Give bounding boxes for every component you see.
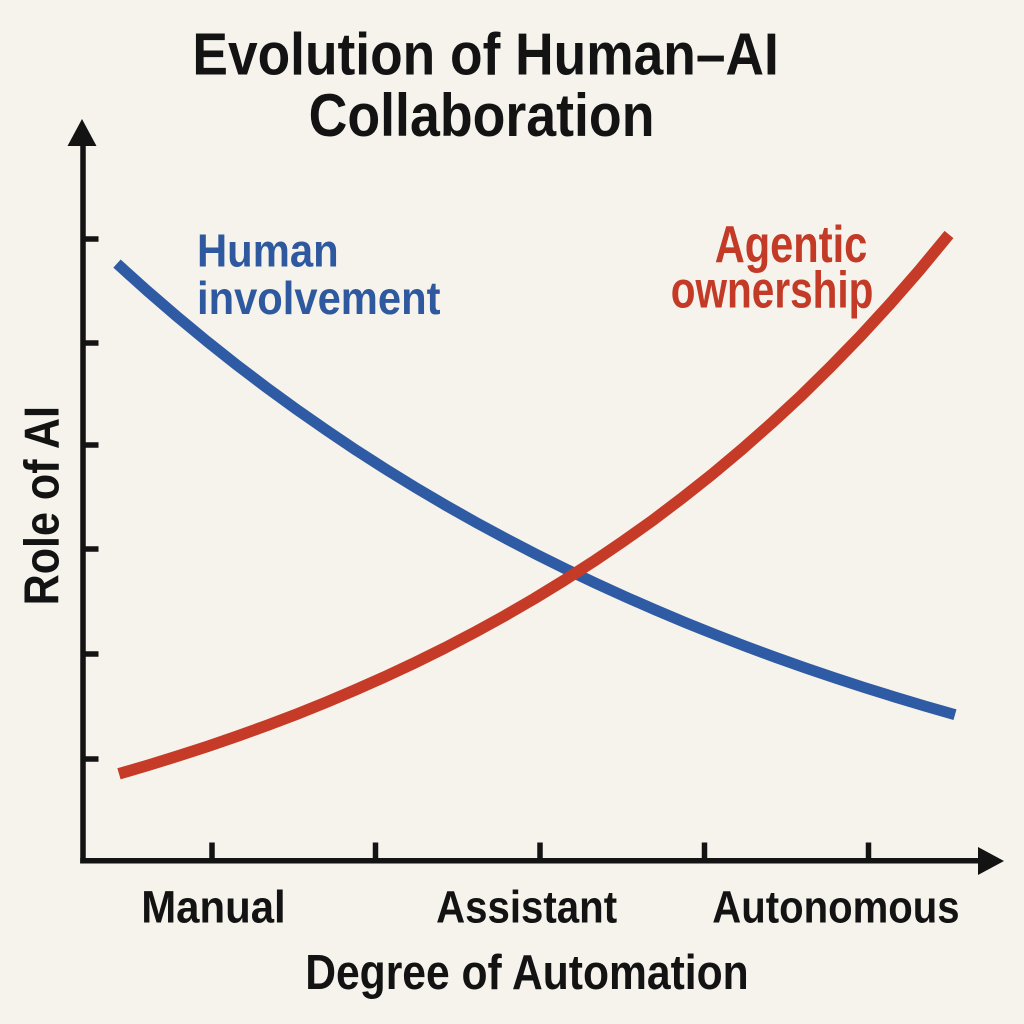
svg-text:Assistant: Assistant (436, 882, 617, 933)
svg-text:Collaboration: Collaboration (309, 82, 655, 149)
svg-text:Manual: Manual (141, 882, 286, 933)
svg-text:Role of AI: Role of AI (16, 406, 70, 605)
svg-text:Degree of Automation: Degree of Automation (305, 946, 749, 1000)
svg-text:Autonomous: Autonomous (712, 882, 959, 933)
svg-text:Human: Human (197, 225, 339, 277)
svg-text:Agentic: Agentic (715, 215, 868, 273)
svg-text:ownership: ownership (671, 260, 874, 318)
svg-text:Evolution of Human–AI: Evolution of Human–AI (192, 22, 778, 88)
svg-text:involvement: involvement (197, 272, 441, 324)
